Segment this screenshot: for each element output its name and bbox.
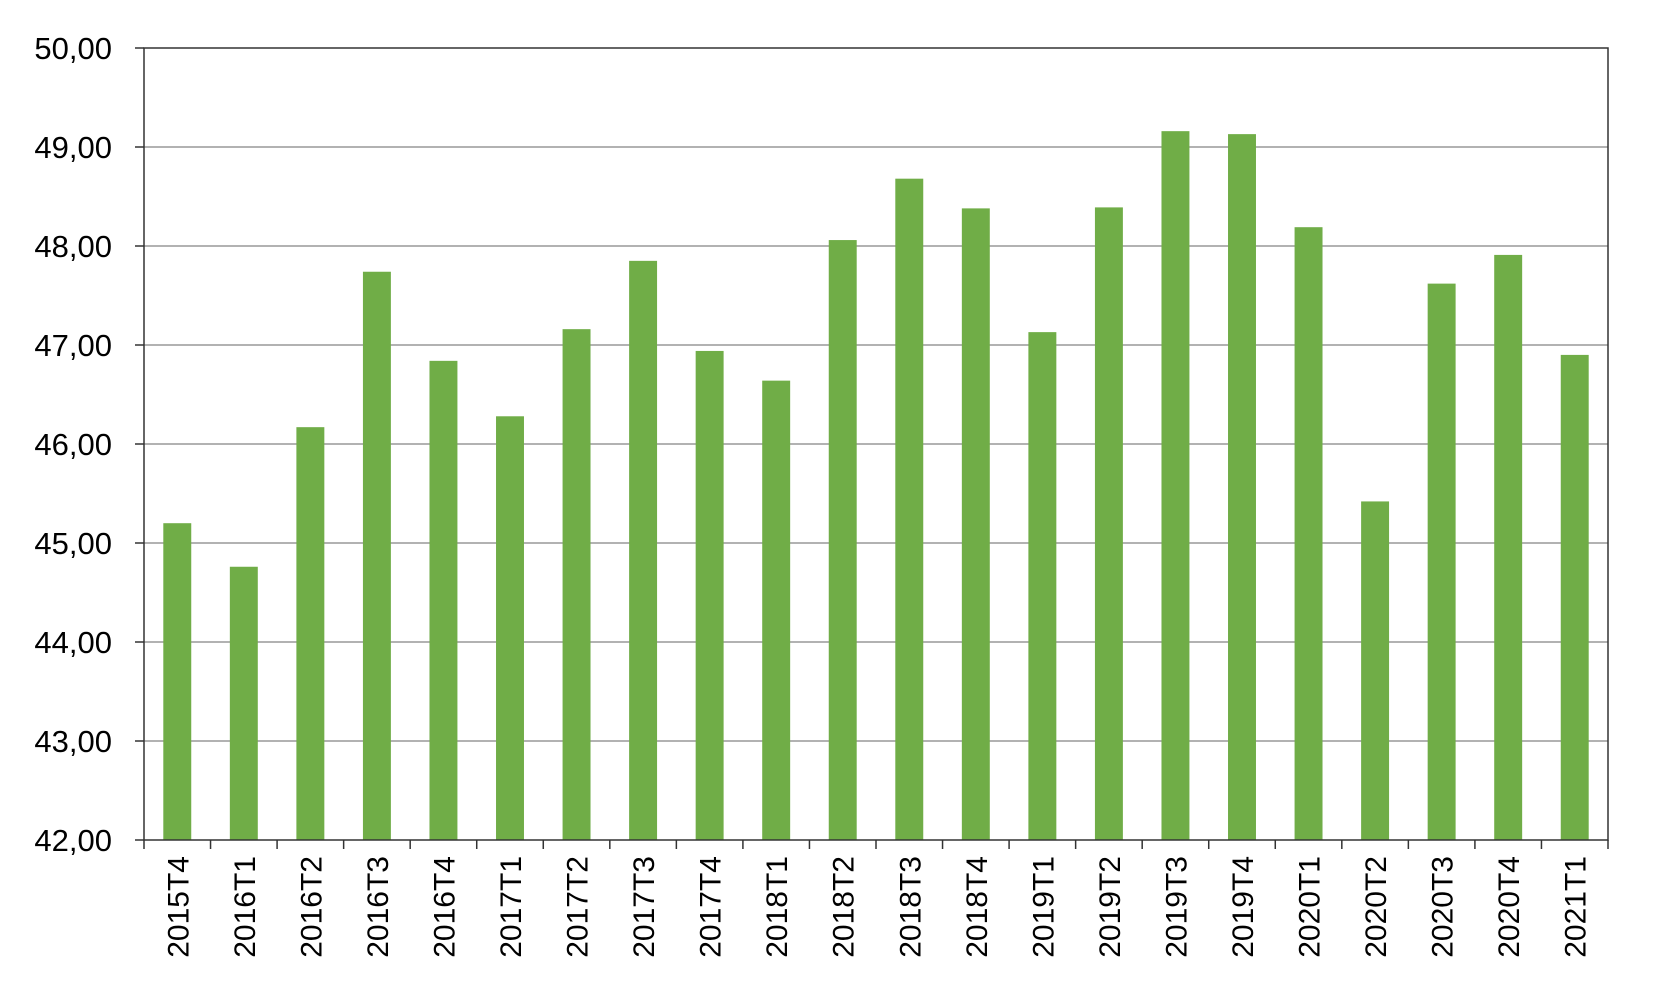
- bar-2016T2: [296, 427, 325, 840]
- x-tick-label: 2018T3: [894, 856, 927, 958]
- bar-2018T2: [828, 240, 857, 840]
- bar-2020T3: [1427, 283, 1456, 840]
- x-tick-label: 2016T1: [229, 856, 262, 958]
- x-tick-label: 2020T3: [1427, 856, 1460, 958]
- y-tick-label: 50,00: [34, 31, 112, 66]
- bar-2017T4: [695, 350, 724, 840]
- bar-2018T4: [961, 208, 990, 840]
- x-tick-label: 2018T1: [761, 856, 794, 958]
- x-tick-label: 2019T4: [1227, 856, 1260, 958]
- x-tick-label: 2018T4: [961, 856, 994, 958]
- y-tick-label: 48,00: [34, 229, 112, 264]
- bar-2019T1: [1028, 332, 1057, 840]
- bar-2020T2: [1361, 501, 1390, 840]
- x-tick-label: 2016T2: [295, 856, 328, 958]
- bar-2019T2: [1094, 207, 1123, 840]
- bar-2020T4: [1494, 254, 1523, 840]
- x-tick-label: 2021T1: [1560, 856, 1593, 958]
- bar-2017T3: [629, 260, 658, 841]
- y-tick-label: 46,00: [34, 427, 112, 462]
- y-tick-label: 47,00: [34, 328, 112, 363]
- x-tick-label: 2017T1: [495, 856, 528, 958]
- x-tick-label: 2017T4: [695, 856, 728, 958]
- x-tick-label: 2020T1: [1294, 856, 1327, 958]
- bar-2017T1: [496, 416, 524, 840]
- x-tick-label: 2019T1: [1027, 856, 1060, 958]
- x-tick-label: 2016T4: [428, 856, 461, 958]
- bar-2020T1: [1294, 227, 1323, 840]
- bar-2016T3: [362, 271, 391, 840]
- x-tick-label: 2017T3: [628, 856, 661, 958]
- x-tick-label: 2018T2: [828, 856, 861, 958]
- x-tick-label: 2016T3: [362, 856, 395, 958]
- bar-2017T2: [562, 329, 591, 840]
- y-tick-label: 42,00: [34, 823, 112, 858]
- x-tick-label: 2017T2: [562, 856, 595, 958]
- y-tick-label: 49,00: [34, 130, 112, 165]
- x-tick-label: 2019T2: [1094, 856, 1127, 958]
- bar-2021T1: [1560, 354, 1589, 840]
- y-tick-label: 45,00: [34, 526, 112, 561]
- bar-2019T3: [1161, 131, 1190, 840]
- bar-2016T4: [429, 360, 458, 840]
- bar-2018T1: [762, 380, 791, 840]
- x-tick-label: 2015T4: [162, 856, 195, 958]
- x-tick-label: 2020T4: [1493, 856, 1526, 958]
- y-tick-label: 44,00: [34, 625, 112, 660]
- bar-2016T1: [229, 566, 258, 840]
- bar-2019T4: [1228, 134, 1256, 840]
- x-tick-label: 2020T2: [1360, 856, 1393, 958]
- bar-2018T3: [895, 178, 924, 840]
- x-tick-label: 2019T3: [1160, 856, 1193, 958]
- y-tick-label: 43,00: [34, 724, 112, 759]
- bar-2015T4: [163, 523, 192, 840]
